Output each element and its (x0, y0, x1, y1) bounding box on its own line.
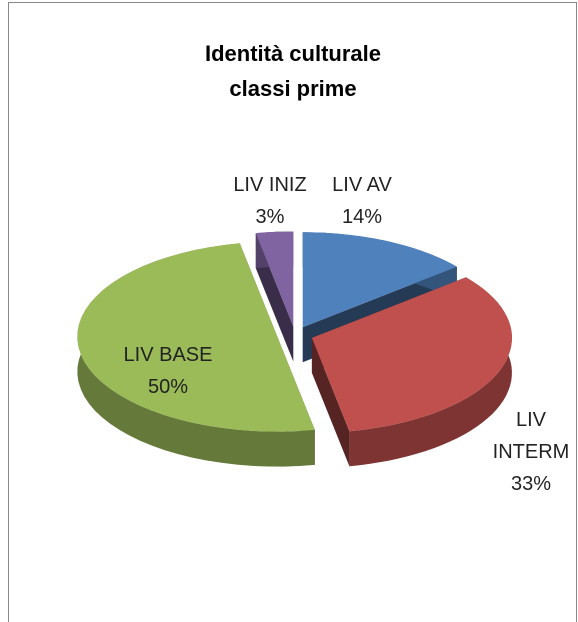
category-label: LIV BASE (123, 344, 213, 366)
slice (255, 231, 294, 327)
data-label: LIV BASE 50% (98, 339, 238, 403)
data-label: LIV INTERM 33% (486, 404, 576, 500)
slice (77, 243, 315, 432)
slice (302, 232, 457, 328)
slice-side (349, 277, 512, 467)
slice-side (311, 337, 350, 467)
value-label: 14% (341, 206, 383, 228)
category-label: LIV INIZ (233, 174, 307, 196)
slice (311, 277, 512, 432)
category-label: LIV AV (332, 174, 392, 196)
value-label: 3% (255, 206, 285, 228)
value-label: 33% (510, 473, 552, 495)
category-label: LIV INTERM (492, 409, 570, 463)
data-label: LIV AV 14% (312, 169, 412, 233)
value-label: 50% (147, 376, 189, 398)
chart-title: Identità culturale classi prime (204, 41, 382, 101)
data-label: LIV INIZ 3% (210, 169, 330, 233)
chart-border (8, 2, 577, 622)
